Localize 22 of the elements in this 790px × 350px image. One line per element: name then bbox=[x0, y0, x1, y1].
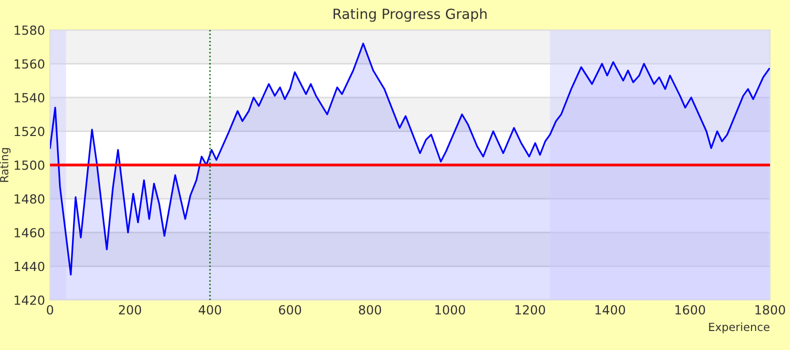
y-tick-label: 1420 bbox=[14, 295, 44, 305]
x-tick-label: 1400 bbox=[595, 305, 626, 315]
y-axis-title: Rating bbox=[0, 148, 11, 182]
y-tick-label: 1580 bbox=[14, 25, 44, 35]
x-tick-label: 1800 bbox=[755, 305, 786, 315]
y-tick-label: 1480 bbox=[14, 194, 44, 204]
x-tick-label: 1600 bbox=[675, 305, 706, 315]
x-tick-label: 1200 bbox=[515, 305, 546, 315]
x-tick-label: 400 bbox=[198, 305, 222, 315]
x-tick-label: 200 bbox=[118, 305, 142, 315]
y-tick-label: 1520 bbox=[14, 126, 44, 136]
x-tick-label: 0 bbox=[46, 305, 54, 315]
y-tick-label: 1500 bbox=[14, 160, 44, 170]
x-tick-label: 800 bbox=[358, 305, 382, 315]
x-tick-label: 600 bbox=[278, 305, 302, 315]
x-tick-label: 1000 bbox=[435, 305, 466, 315]
y-tick-label: 1540 bbox=[14, 92, 44, 102]
y-tick-label: 1460 bbox=[14, 228, 44, 238]
chart-title: Rating Progress Graph bbox=[334, 8, 487, 22]
x-axis-title: Experience bbox=[709, 322, 770, 334]
y-tick-label: 1560 bbox=[14, 59, 44, 69]
y-tick-label: 1440 bbox=[14, 262, 44, 272]
